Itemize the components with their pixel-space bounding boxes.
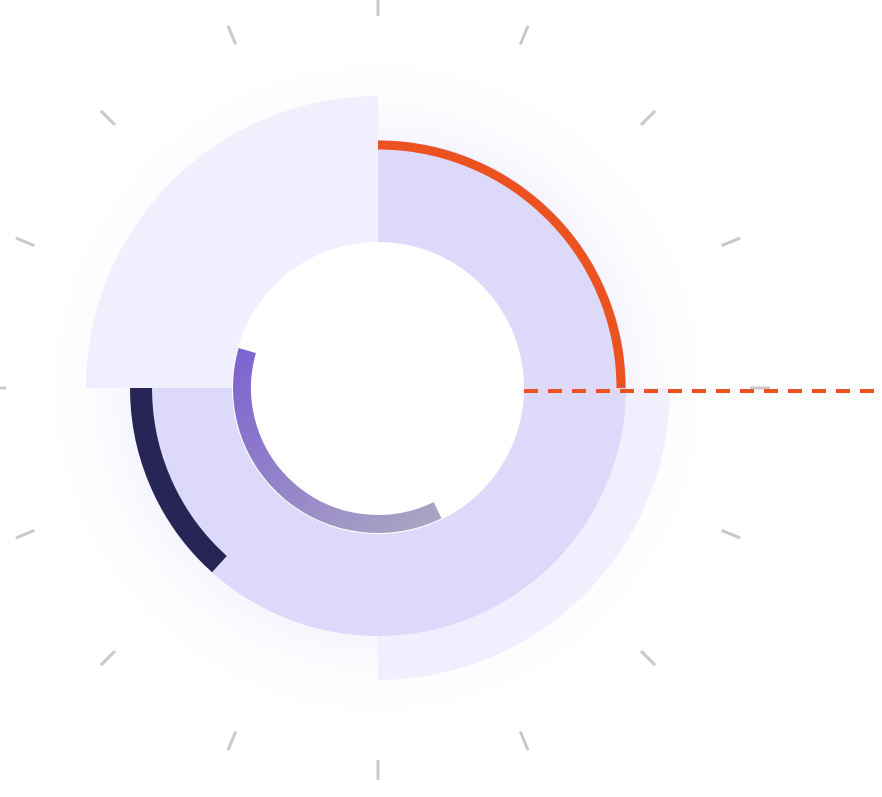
tick-mark — [15, 236, 35, 248]
tick-mark — [518, 731, 530, 751]
purple-arc — [233, 348, 442, 533]
orange-arc — [377, 140, 626, 389]
tick-mark — [15, 528, 35, 540]
tick-mark — [639, 649, 657, 667]
tick-mark — [721, 236, 741, 248]
tick-mark — [226, 731, 238, 751]
navy-arc — [130, 387, 227, 573]
tick-mark — [99, 109, 117, 127]
tick-mark — [721, 528, 741, 540]
tick-marks — [0, 0, 770, 780]
tick-mark — [99, 649, 117, 667]
tick-mark — [518, 25, 530, 45]
center-hole — [232, 242, 524, 534]
tick-mark — [226, 25, 238, 45]
tick-mark — [639, 109, 657, 127]
